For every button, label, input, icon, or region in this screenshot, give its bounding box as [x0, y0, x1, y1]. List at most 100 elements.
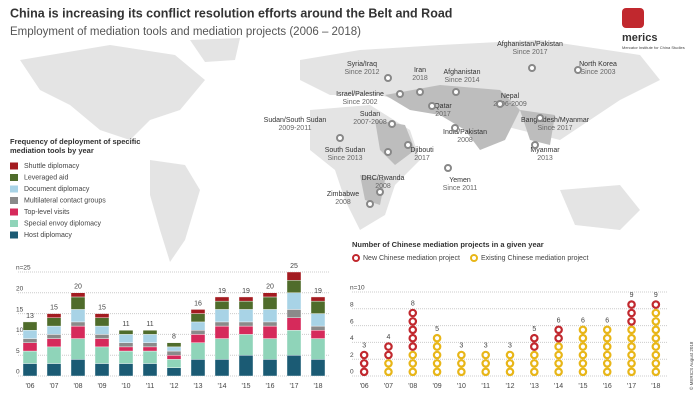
place-name: DRC/Rwanda: [362, 175, 405, 182]
place-name: Sudan/South Sudan: [264, 117, 327, 124]
dot: [359, 367, 369, 377]
dot: [627, 325, 636, 335]
legend-swatch: [352, 254, 360, 262]
dot: [651, 333, 661, 343]
bar-segment: [286, 280, 302, 294]
place-marker: [396, 90, 404, 98]
dot-group: [578, 325, 588, 377]
place-years: Since 2011: [443, 185, 478, 192]
dot: [408, 359, 418, 368]
total-label: 3: [484, 343, 488, 350]
bar-segment: [142, 330, 158, 335]
x-tick-label: '11: [481, 383, 490, 390]
place-name: Afghanistan: [444, 69, 481, 76]
dot-group: [359, 350, 369, 377]
place-years: Since 2017: [512, 49, 547, 56]
place-name: Syria/Iraq: [347, 61, 377, 68]
dot: [432, 342, 442, 351]
bar-segment: [262, 296, 278, 310]
dot: [554, 367, 563, 377]
place-years: Since 2003: [580, 69, 615, 76]
total-label: 20: [74, 284, 82, 291]
bar-segment: [310, 296, 326, 302]
x-tick-label: '15: [578, 383, 587, 390]
bar-segment: [46, 346, 62, 364]
place-years: Since 2017: [537, 125, 572, 132]
bar-segment: [142, 346, 158, 352]
place-years: Since 2014: [444, 77, 479, 84]
dot: [408, 342, 418, 351]
bar-segment: [22, 342, 38, 352]
dot: [481, 367, 490, 377]
place-marker: [574, 66, 582, 74]
dot-group: [481, 350, 490, 377]
dot: [384, 342, 393, 351]
bar-segment: [310, 325, 326, 331]
place-name: Djibouti: [410, 147, 434, 154]
total-label: 11: [146, 321, 153, 328]
place-years: Since 2002: [342, 99, 377, 106]
total-label: 13: [26, 313, 34, 320]
legend-label: Special envoy diplomacy: [24, 220, 102, 227]
bar-segment: [286, 330, 302, 356]
dot: [505, 359, 515, 368]
bar-segment: [70, 359, 86, 377]
subtitle: Employment of mediation tools and mediat…: [10, 26, 361, 38]
dot: [408, 333, 418, 343]
place-years: 2008: [457, 137, 473, 144]
dot: [627, 333, 636, 343]
y-tick-label: 2: [350, 352, 354, 359]
dot: [432, 350, 442, 360]
left-chart-title: Frequency of deployment of specific medi…: [10, 137, 141, 155]
x-tick-label: '15: [241, 383, 250, 390]
dot: [408, 367, 418, 377]
place-years: 2013: [537, 155, 553, 162]
place-years: 2008: [375, 183, 391, 190]
dot: [627, 300, 636, 309]
title: China is increasing its conflict resolut…: [10, 6, 452, 20]
bar-segment: [142, 334, 158, 343]
dot: [481, 350, 490, 360]
dot: [651, 359, 661, 368]
dot: [432, 367, 442, 377]
bar-segment: [190, 334, 206, 343]
bar-segment: [142, 363, 158, 377]
highlighted-countries: [360, 85, 555, 205]
bar-segment: [70, 292, 86, 298]
dot: [578, 367, 588, 377]
bar-segment: [238, 334, 254, 356]
dot: [359, 359, 369, 368]
dot: [530, 367, 539, 377]
legend-swatch: [10, 231, 18, 239]
dot: [651, 350, 661, 360]
y-tick-label: 15: [16, 306, 24, 313]
place-years: 2017: [414, 155, 430, 162]
bar-segment: [46, 338, 62, 348]
bar-segment: [94, 338, 110, 348]
bar-segment: [94, 334, 110, 339]
dot: [602, 350, 612, 360]
place-marker: [428, 102, 436, 110]
bar-segment: [70, 321, 86, 327]
total-label: 11: [122, 321, 129, 328]
total-label: 19: [314, 288, 322, 295]
dot: [432, 333, 442, 343]
place-years: 2009-2011: [279, 125, 312, 132]
dot: [651, 325, 661, 335]
dot: [554, 325, 563, 335]
x-tick-label: '06: [360, 383, 369, 390]
bar-segment: [262, 321, 278, 327]
dot: [651, 342, 661, 351]
place-marker: [452, 88, 460, 96]
dot: [602, 359, 612, 368]
x-tick-label: '17: [627, 383, 636, 390]
dot: [505, 350, 515, 360]
dot: [457, 367, 466, 377]
place-name: Israel/Palestine: [336, 91, 384, 98]
x-tick-label: '12: [505, 383, 514, 390]
place-years: Since 2013: [327, 155, 362, 162]
place-marker: [496, 100, 504, 108]
dot: [384, 367, 393, 377]
